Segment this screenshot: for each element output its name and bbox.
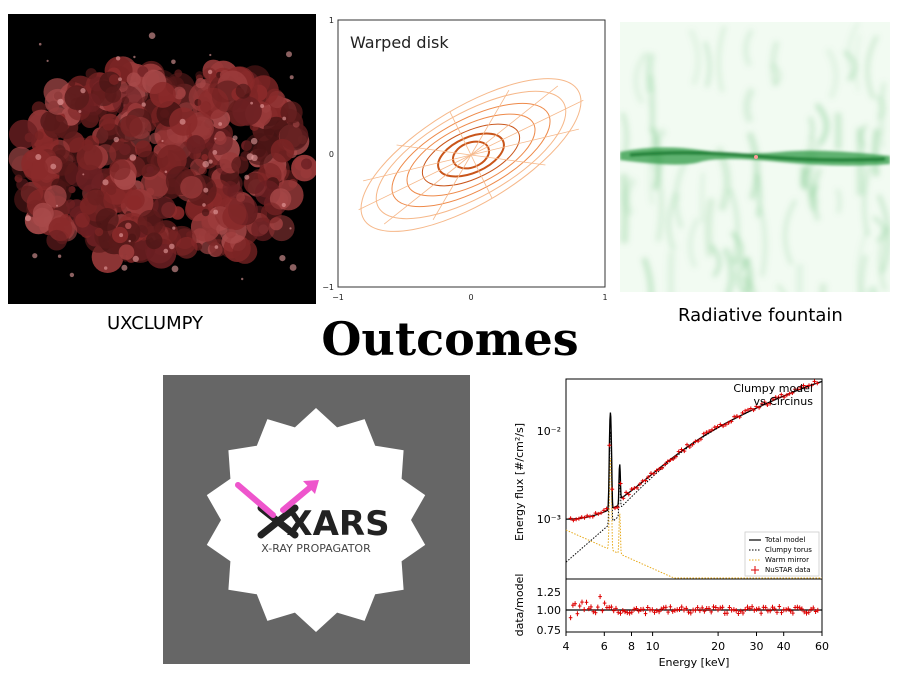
fountain-caption: Radiative fountain	[678, 305, 843, 326]
uxclumpy-caption: UXCLUMPY	[107, 313, 204, 334]
legend-data: NuSTAR data	[765, 566, 811, 574]
spectrum-xlabel: Energy [keV]	[659, 656, 730, 669]
xars-logo-text: XARS	[286, 504, 389, 544]
y-tick-1e-3: 10⁻³	[537, 513, 561, 526]
x-tick-label: 4	[563, 640, 570, 653]
x-tick-min: −1	[332, 293, 344, 302]
ratio-tick-075: 0.75	[537, 624, 562, 637]
uxclumpy-image	[8, 32, 318, 281]
xars-subtitle: X-RAY PROPAGATOR	[261, 542, 371, 555]
x-tick-max: 1	[602, 293, 607, 302]
warped-disk-panel: Warped disk −1 0 1 1 0 −1	[318, 10, 616, 306]
spectrum-panel: 4 6 8 10 20 30 40 60 Clumpy model vs Circinus 1…	[505, 372, 835, 672]
spectrum-note-1: Clumpy model	[733, 382, 813, 395]
x-tick-label: 8	[628, 640, 635, 653]
xars-logo-icon	[235, 480, 319, 539]
fountain-panel	[620, 22, 890, 292]
x-tick-mid: 0	[468, 293, 473, 302]
x-tick-label: 60	[815, 640, 829, 653]
fountain-image	[620, 22, 890, 292]
legend-mirror: Warm mirror	[765, 556, 809, 564]
warped-disk-rings	[358, 78, 584, 232]
x-tick-label: 20	[711, 640, 725, 653]
legend-torus: Clumpy torus	[765, 546, 812, 554]
spectrum-note-2: vs Circinus	[753, 395, 813, 408]
y-tick-mid: 0	[329, 150, 334, 159]
uxclumpy-panel	[8, 14, 318, 304]
warped-disk-label: Warped disk	[350, 33, 449, 52]
spectrum-legend: Total model Clumpy torus Warm mirror NuS…	[744, 531, 820, 577]
page-title: Outcomes	[321, 312, 579, 366]
legend-total: Total model	[764, 536, 805, 544]
x-tick-label: 6	[601, 640, 608, 653]
xars-badge	[206, 408, 426, 632]
x-tick-label: 10	[646, 640, 660, 653]
ratio-ylabel: data/model	[513, 574, 526, 637]
spectrum-ylabel: Energy flux [#/cm²/s]	[513, 423, 526, 541]
y-tick-max: 1	[329, 16, 334, 25]
xars-panel: XARS X-RAY PROPAGATOR	[163, 375, 470, 664]
y-tick-min: −1	[322, 283, 334, 292]
ratio-tick-125: 1.25	[537, 586, 562, 599]
y-tick-1e-2: 10⁻²	[537, 425, 561, 438]
x-tick-label: 30	[750, 640, 764, 653]
x-tick-label: 40	[777, 640, 791, 653]
ratio-tick-100: 1.00	[537, 604, 562, 617]
